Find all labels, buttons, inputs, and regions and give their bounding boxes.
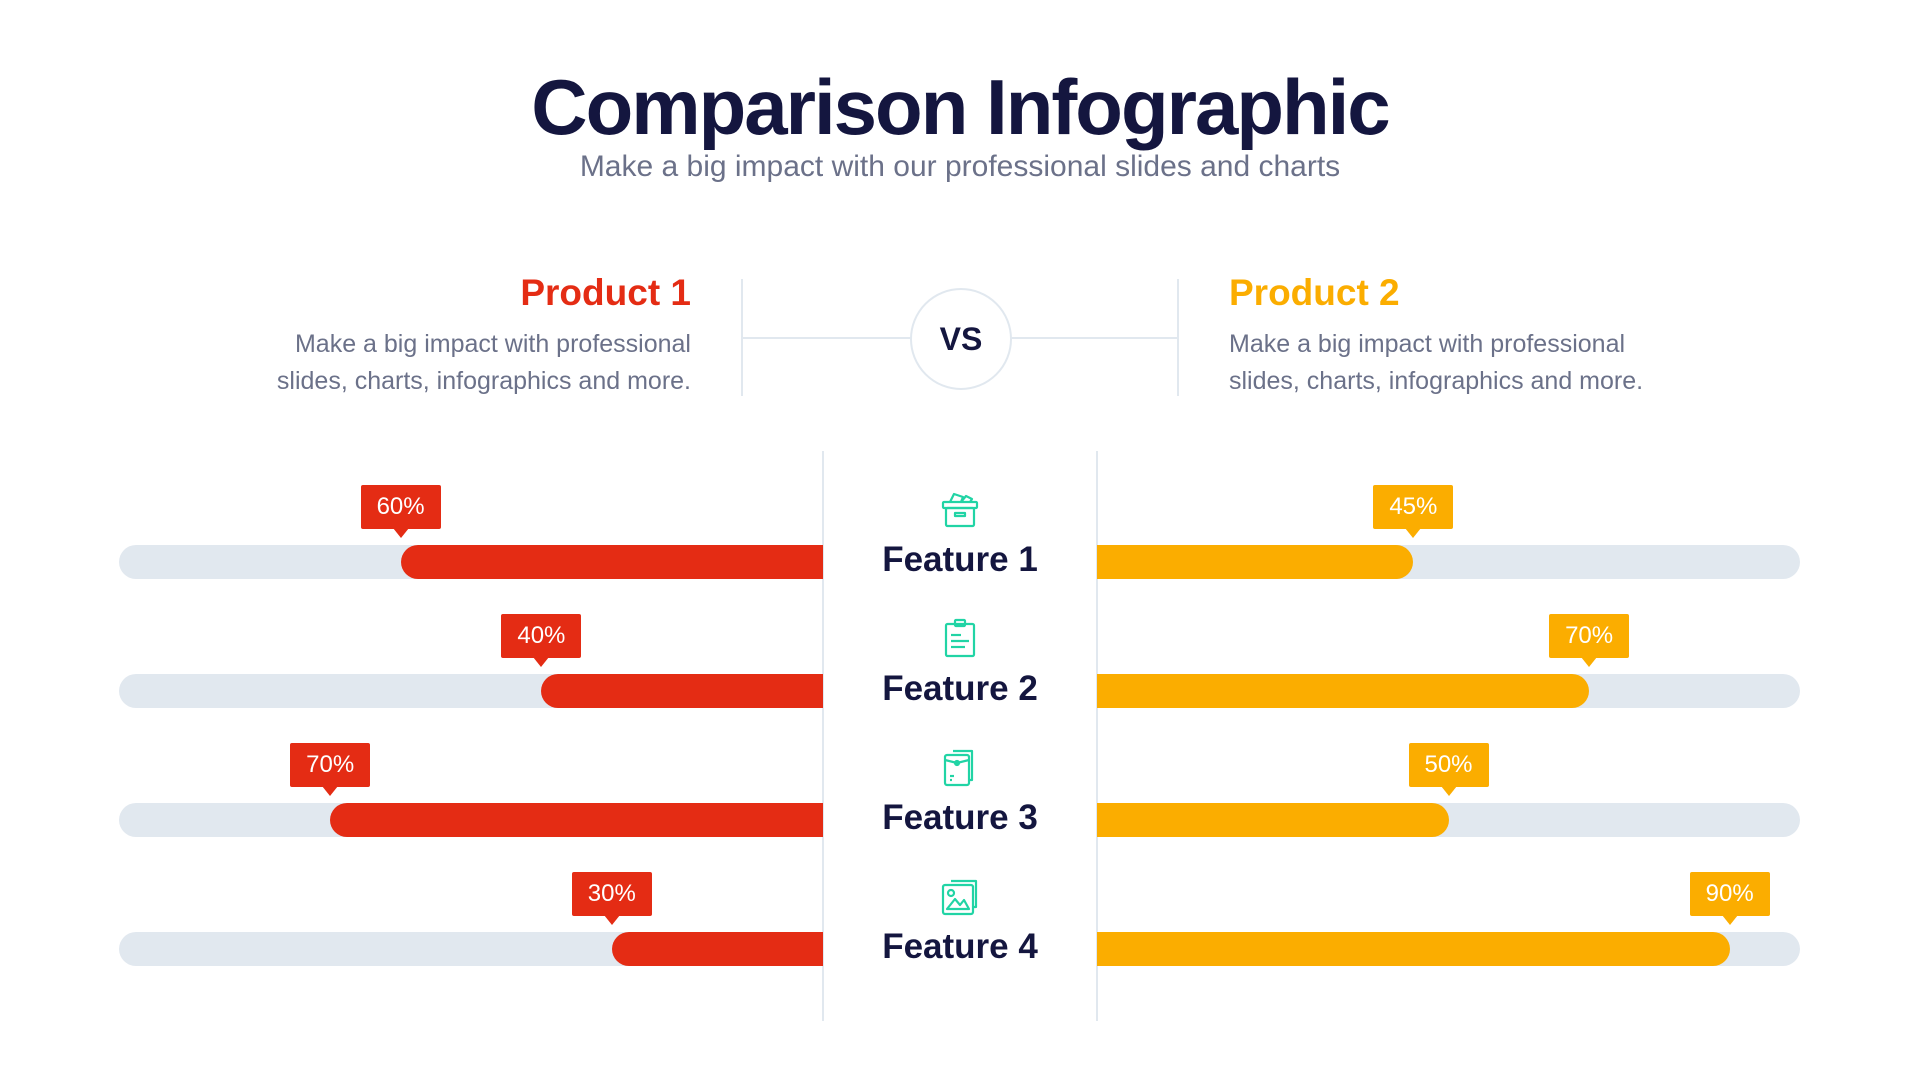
product1-value-label: 40% bbox=[501, 614, 582, 667]
column-divider bbox=[822, 451, 824, 1021]
page-subtitle: Make a big impact with our professional … bbox=[579, 150, 1341, 183]
envelope-icon bbox=[943, 749, 974, 787]
vs-badge: VS bbox=[910, 288, 1012, 390]
product2-bar bbox=[1097, 932, 1730, 966]
feature-label: Feature 3 bbox=[882, 798, 1038, 837]
product2-bar bbox=[1097, 803, 1449, 837]
product1-value-label: 70% bbox=[290, 743, 371, 796]
product2-value-label: 90% bbox=[1689, 872, 1770, 925]
product1-value-label: 60% bbox=[360, 485, 441, 538]
product2-bar bbox=[1097, 545, 1414, 579]
product1-bar bbox=[330, 803, 823, 837]
product1-bar bbox=[611, 932, 823, 966]
product2-value-label: 45% bbox=[1373, 485, 1454, 538]
product2-value-label: 50% bbox=[1408, 743, 1489, 796]
image-icon bbox=[941, 879, 978, 916]
product1-description: Make a big impact with professional slid… bbox=[276, 330, 691, 395]
feature-label: Feature 2 bbox=[882, 669, 1038, 708]
product1-bar bbox=[400, 545, 823, 579]
feature-label: Feature 1 bbox=[882, 540, 1038, 579]
page-title: Comparison Infographic bbox=[531, 63, 1390, 151]
product2-value-label: 70% bbox=[1549, 614, 1630, 667]
divider bbox=[1177, 279, 1179, 396]
column-divider bbox=[1096, 451, 1098, 1021]
product1-value-label: 30% bbox=[571, 872, 652, 925]
product2-title: Product 2 bbox=[1229, 272, 1400, 313]
product1-title: Product 1 bbox=[520, 272, 691, 313]
clipboard-icon bbox=[944, 618, 976, 658]
product1-bar bbox=[541, 674, 823, 708]
product2-description: Make a big impact with professional slid… bbox=[1229, 330, 1644, 395]
box-icon bbox=[941, 492, 979, 528]
product2-bar bbox=[1097, 674, 1590, 708]
feature-label: Feature 4 bbox=[882, 927, 1038, 966]
